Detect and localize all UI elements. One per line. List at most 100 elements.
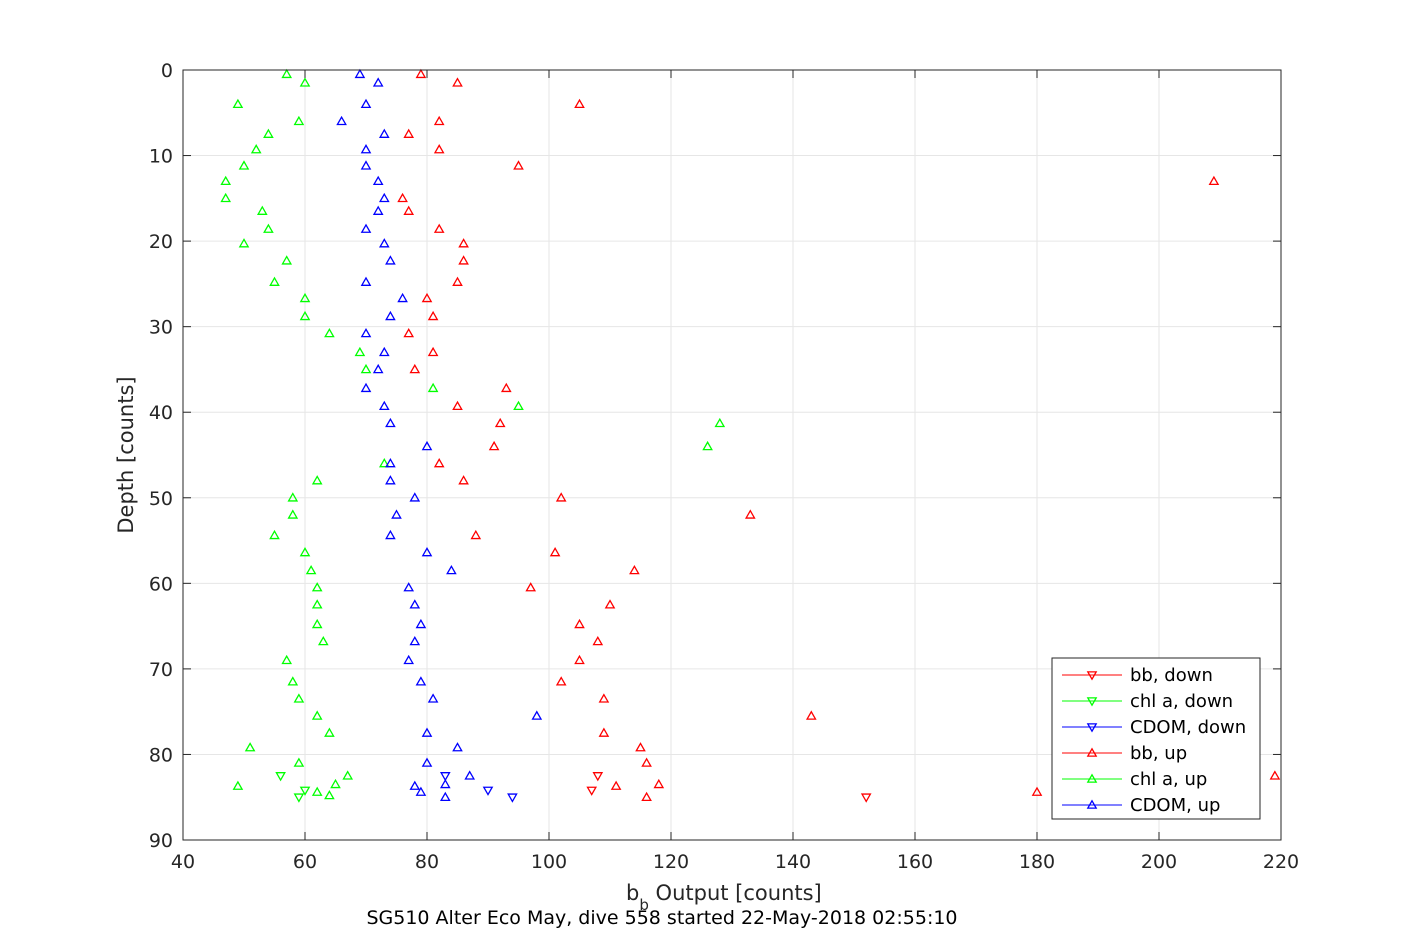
data-point: [385, 255, 396, 265]
data-point: [378, 128, 390, 138]
data-point: [311, 710, 323, 720]
data-point: [293, 757, 305, 767]
data-point: [427, 693, 439, 703]
data-point: [311, 618, 323, 629]
y-tick-label: 10: [149, 146, 173, 168]
data-point: [574, 654, 585, 665]
data-point: [311, 786, 323, 796]
data-point: [525, 582, 537, 592]
data-point: [311, 475, 323, 485]
data-point: [360, 223, 372, 233]
data-point: [452, 742, 463, 752]
y-tick-label: 70: [149, 659, 173, 681]
data-point: [452, 400, 463, 411]
x-tick-label: 140: [775, 851, 811, 873]
data-point: [299, 292, 311, 303]
y-tick-label: 60: [149, 573, 173, 595]
data-point: [513, 160, 524, 170]
data-point: [415, 676, 427, 686]
data-point: [360, 363, 372, 374]
legend-marker: [1086, 697, 1098, 707]
data-point: [275, 772, 286, 782]
data-point: [635, 742, 646, 752]
data-point: [805, 710, 817, 720]
data-point: [421, 757, 433, 767]
y-tick-label: 80: [149, 744, 173, 766]
data-point: [360, 276, 372, 286]
data-point: [421, 727, 433, 737]
x-tick-label: 60: [293, 851, 317, 873]
data-point: [397, 192, 408, 203]
data-point: [378, 400, 390, 411]
data-point: [464, 770, 476, 780]
ticks: 40 60 80 100 120 140 160 180 200 220 0 10 20 30 40 50 60…: [149, 60, 1299, 873]
data-point: [372, 77, 384, 87]
data-point: [378, 192, 390, 203]
data-point: [403, 654, 415, 665]
data-point: [403, 582, 415, 592]
data-point: [372, 175, 384, 186]
x-axis-title-subscript: b: [639, 896, 649, 914]
data-point: [220, 175, 232, 186]
y-tick-label: 30: [149, 317, 173, 339]
data-point: [421, 292, 433, 303]
data-point: [403, 128, 415, 138]
data-point: [317, 636, 329, 646]
data-point: [415, 786, 427, 796]
x-tick-label: 40: [171, 851, 195, 873]
data-point: [470, 529, 482, 540]
data-point: [324, 790, 335, 800]
y-tick-label: 90: [149, 830, 173, 852]
data-point: [220, 192, 232, 203]
data-point: [299, 77, 311, 87]
data-point: [244, 742, 256, 752]
data-point: [439, 778, 451, 789]
data-point: [458, 238, 469, 248]
data-point: [714, 417, 726, 428]
data-point: [452, 77, 463, 87]
data-point: [458, 255, 469, 265]
data-point: [421, 440, 433, 451]
data-point: [378, 346, 390, 357]
data-point: [641, 791, 652, 802]
data-points: [220, 68, 1281, 803]
data-point: [360, 144, 372, 154]
data-point: [409, 363, 421, 374]
data-point: [555, 676, 567, 686]
data-point: [427, 382, 439, 393]
data-point: [403, 205, 415, 215]
data-point: [433, 115, 445, 126]
data-point: [433, 458, 445, 468]
data-point: [360, 328, 372, 338]
legend-marker: [1086, 723, 1098, 733]
data-point: [641, 757, 652, 767]
x-tick-label: 180: [1019, 851, 1055, 873]
data-point: [354, 346, 366, 357]
data-point: [287, 509, 299, 519]
data-point: [299, 547, 311, 557]
data-point: [1031, 786, 1043, 796]
data-point: [610, 780, 622, 790]
plot-frame: [182, 69, 1282, 841]
data-point: [385, 458, 396, 468]
data-point: [427, 346, 439, 357]
y-tick-label: 50: [149, 488, 173, 510]
x-tick-label: 160: [897, 851, 933, 873]
data-point: [860, 793, 872, 803]
data-point: [372, 205, 384, 215]
legend-marker: [1086, 671, 1098, 681]
series-4: [220, 68, 726, 800]
legend-label: chl a, down: [1130, 691, 1233, 712]
data-point: [385, 475, 396, 485]
legend-label: bb, down: [1130, 665, 1213, 686]
x-axis-title-rest: Output [counts]: [649, 881, 822, 905]
data-point: [324, 727, 335, 737]
data-point: [360, 160, 372, 170]
data-point: [494, 417, 506, 428]
data-point: [604, 599, 616, 609]
data-point: [500, 382, 512, 393]
data-point: [263, 223, 274, 233]
data-point: [250, 144, 262, 154]
data-point: [378, 458, 390, 468]
data-point: [354, 68, 366, 79]
